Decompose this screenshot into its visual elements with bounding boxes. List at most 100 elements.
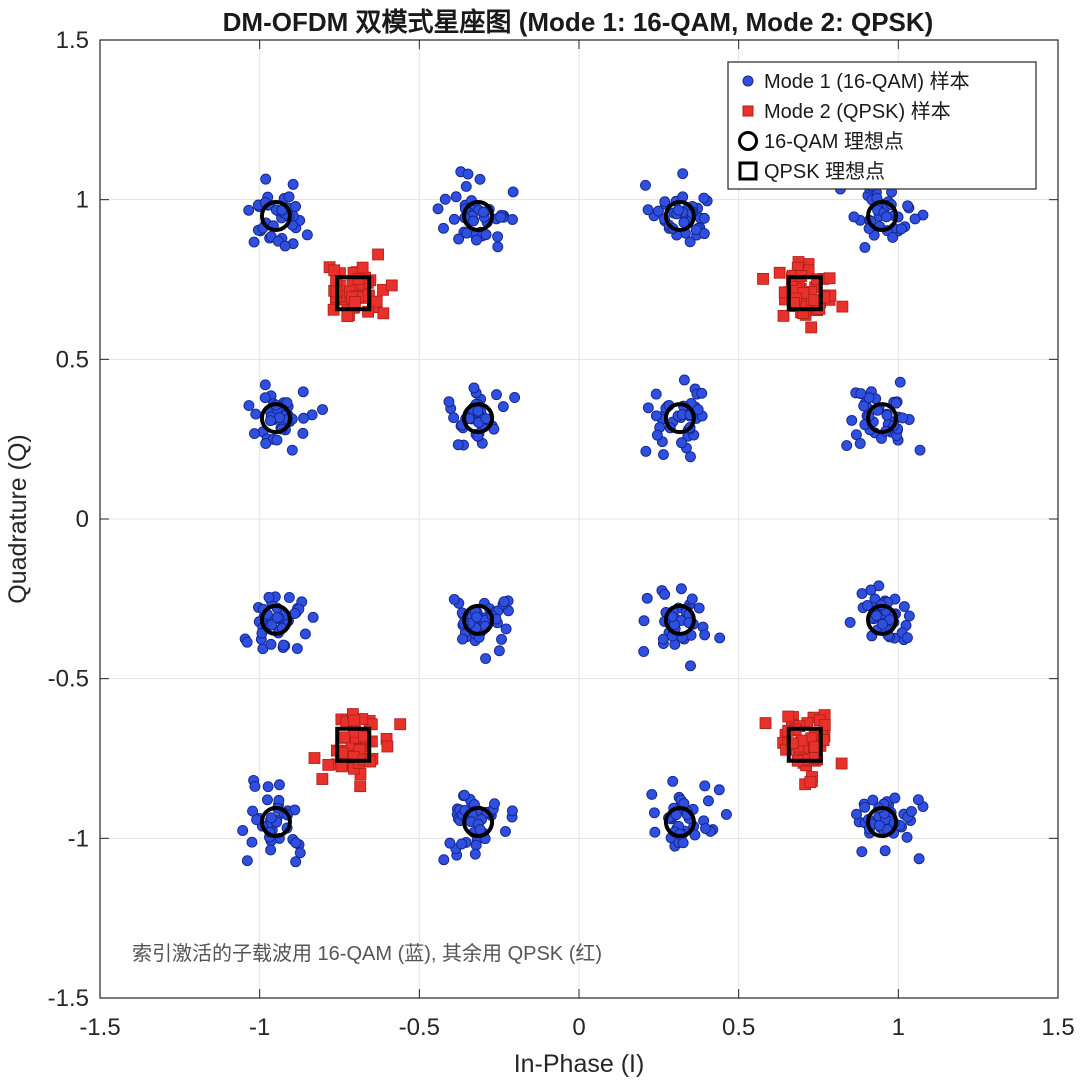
axis-ticks: -1.5 -1 -0.5 0 0.5 1 1.5 -1.5 -1 -0.5 0 0.5 1 1.5 (48, 27, 1075, 1041)
qam16-ideal-point (663, 402, 696, 435)
qam16-sample-point (467, 215, 479, 227)
qam16-sample-point (317, 404, 328, 415)
qam16-sample-point (659, 588, 671, 600)
qam16-sample-point (450, 191, 462, 203)
qam16-sample-point (283, 191, 295, 203)
qam16-sample-point (283, 592, 295, 603)
qam16-sample-point (271, 434, 283, 446)
legend-item-16qam-samples: Mode 1 (16-QAM) 样本 (742, 70, 970, 93)
qam16-ideal-point (866, 402, 899, 435)
qpsk-sample-point (370, 295, 383, 308)
qam16-sample-point (650, 388, 662, 400)
qam16-sample-point (844, 616, 856, 628)
qam16-sample-point (690, 224, 702, 236)
qpsk-sample-point (835, 757, 848, 770)
qam16-sample-point (713, 784, 725, 796)
qam16-sample-point (291, 643, 303, 654)
qam16-sample-point (897, 412, 909, 424)
qpsk-sample-point (836, 300, 849, 313)
qam16-sample-point (877, 618, 889, 630)
qpsk-sample-point (348, 714, 361, 727)
qam16-sample-point (901, 632, 913, 644)
qam16-sample-point (290, 837, 302, 849)
qam16-sample-point (497, 401, 509, 413)
qam16-ideal-point (259, 806, 292, 839)
qam16-sample-point (438, 854, 450, 866)
qam16-sample-point (301, 229, 313, 241)
qam16-sample-point (898, 601, 910, 612)
x-tick-label: -1 (249, 1014, 270, 1041)
qam16-sample-point (856, 846, 868, 858)
qam16-sample-point (261, 794, 273, 806)
qam16-sample-point (914, 444, 926, 456)
qam16-sample-point (265, 812, 277, 824)
qam16-sample-point (496, 633, 507, 645)
qam16-sample-point (460, 180, 472, 192)
x-tick-label: 1.5 (1041, 1014, 1074, 1041)
qam16-sample-point (894, 376, 906, 388)
qam16-sample-point (246, 836, 258, 848)
qam16-sample-point (698, 212, 710, 224)
qam16-sample-point (698, 192, 710, 204)
qam16-sample-point (260, 173, 272, 185)
y-tick-label: 0 (76, 506, 89, 533)
chart-annotation: 索引激活的子载波用 16-QAM (蓝), 其余用 QPSK (红) (132, 942, 602, 965)
qam16-sample-point (672, 204, 684, 216)
qpsk-sample-point (356, 261, 369, 274)
qam16-sample-point (700, 823, 711, 834)
qam16-ideal-point (866, 603, 899, 636)
qam16-sample-point (686, 593, 698, 605)
qam16-sample-point (696, 387, 708, 399)
qam16-sample-point (477, 206, 489, 218)
data-points (237, 166, 929, 868)
qam16-sample-point (684, 236, 696, 248)
qam16-sample-point (912, 794, 924, 806)
qam16-sample-point (299, 628, 311, 640)
x-tick-label: 1 (892, 1014, 905, 1041)
qam16-sample-point (266, 619, 278, 631)
qam16-sample-point (865, 584, 877, 596)
qam16-sample-point (468, 382, 480, 394)
y-tick-label: -0.5 (48, 666, 89, 693)
qam16-ideal-point (663, 603, 696, 636)
qam16-sample-point (507, 186, 519, 198)
qam16-sample-point (448, 412, 460, 424)
qam16-ideal-point (663, 806, 696, 839)
qam16-ideal-point (462, 199, 495, 232)
chart-title: DM-OFDM 双模式星座图 (Mode 1: 16-QAM, Mode 2: … (223, 7, 934, 37)
legend-item-qpsk-ideal: QPSK 理想点 (738, 160, 885, 183)
qam16-sample-point (469, 848, 481, 860)
qpsk-sample-point (780, 743, 792, 756)
legend-label-16qam-samples: Mode 1 (16-QAM) 样本 (764, 70, 970, 93)
qpsk-sample-point (349, 296, 361, 308)
y-tick-label: -1 (68, 825, 89, 852)
qam16-sample-point (262, 781, 274, 793)
qam16-sample-point (259, 392, 271, 404)
x-tick-label: -1.5 (79, 1014, 120, 1041)
qam16-sample-point (895, 223, 907, 235)
qam16-sample-point (659, 196, 671, 208)
qam16-sample-point (243, 400, 255, 412)
qam16-sample-point (699, 629, 711, 641)
qam16-ideal-point (462, 402, 495, 435)
qpsk-sample-point (322, 758, 335, 771)
qpsk-sample-point (808, 294, 821, 306)
qam16-sample-point (858, 400, 870, 412)
qpsk-sample-point (805, 321, 818, 334)
qam16-sample-point (307, 611, 319, 623)
qam16-sample-point (859, 241, 871, 253)
qam16-sample-point (685, 451, 696, 463)
qpsk-sample-point (782, 710, 795, 723)
qam16-sample-point (243, 204, 255, 216)
qpsk-sample-point (316, 773, 329, 785)
qam16-sample-point (438, 222, 449, 234)
qam16-sample-point (638, 615, 650, 627)
qam16-sample-point (638, 646, 650, 657)
qpsk-sample-point (818, 719, 831, 731)
x-axis-label: In-Phase (I) (514, 1050, 645, 1078)
qam16-sample-point (461, 227, 473, 239)
qam16-sample-point (489, 798, 500, 810)
qam16-sample-point (693, 602, 705, 614)
legend-item-16qam-ideal: 16-QAM 理想点 (738, 130, 904, 153)
qam16-sample-point (881, 409, 893, 421)
